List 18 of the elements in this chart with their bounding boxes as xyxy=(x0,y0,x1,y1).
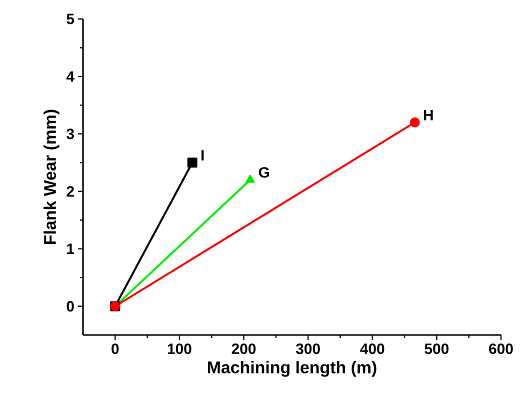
y-tick-label: 2 xyxy=(66,186,74,197)
x-tick-label: 600 xyxy=(489,344,513,354)
y-tick-label: 5 xyxy=(66,14,74,24)
series-label: G xyxy=(258,167,270,178)
y-axis-title: Flank Wear (mm) xyxy=(44,110,60,244)
x-tick-label: 100 xyxy=(168,344,192,354)
y-tick-label: 0 xyxy=(66,300,74,312)
y-tick-label: 1 xyxy=(67,244,74,254)
x-tick-label: 200 xyxy=(232,344,256,354)
y-tick-label: 3 xyxy=(66,128,74,140)
y-tick-label: 4 xyxy=(66,71,74,82)
x-tick-label: 0 xyxy=(112,344,119,354)
x-tick-label: 300 xyxy=(296,344,320,354)
x-tick-label: 500 xyxy=(424,344,449,354)
series-label: I xyxy=(201,150,204,160)
series-label: H xyxy=(424,110,433,120)
x-axis-title: Machining length (m) xyxy=(208,360,376,377)
x-tick-label: 400 xyxy=(360,344,384,354)
